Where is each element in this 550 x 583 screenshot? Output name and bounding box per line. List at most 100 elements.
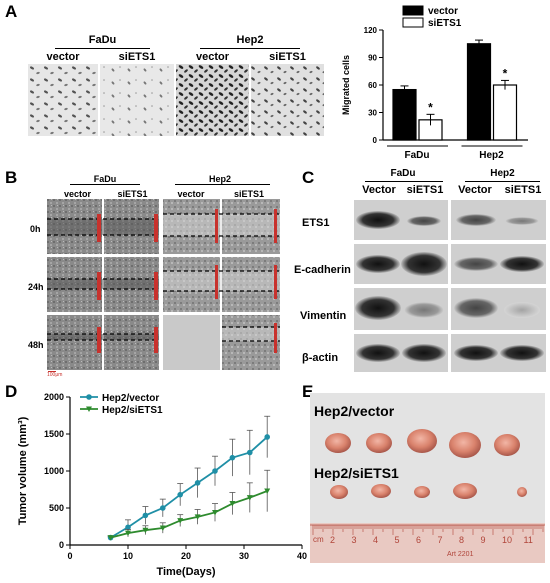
micrograph-hep2-siets1 bbox=[251, 64, 324, 136]
line-point bbox=[107, 535, 114, 541]
line-x-tick-label: 40 bbox=[297, 551, 307, 561]
ruler-number: 7 bbox=[437, 535, 443, 545]
micrograph-fadu-vector bbox=[28, 64, 98, 136]
panel-b-col-vector-2: vector bbox=[177, 189, 205, 199]
panel-a-group-fadu: FaDu bbox=[88, 34, 117, 46]
bar-legend-label: siETS1 bbox=[428, 18, 462, 29]
line-x-tick-label: 20 bbox=[181, 551, 191, 561]
protein-label-ets1: ETS1 bbox=[302, 217, 330, 229]
panel-b-group-fadu: FaDu bbox=[93, 174, 117, 184]
micrograph-hep2-vector bbox=[176, 64, 249, 136]
panel-c-col-siets1-1: siETS1 bbox=[406, 184, 444, 196]
panel-a-col-vector-2: vector bbox=[195, 51, 230, 63]
line-point bbox=[247, 449, 253, 456]
protein-label-beta-actin: β-actin bbox=[302, 352, 339, 364]
line-point bbox=[229, 501, 236, 507]
panel-a-micrographs bbox=[28, 64, 324, 136]
line-legend-marker bbox=[86, 406, 92, 412]
line-y-tick-label: 1500 bbox=[44, 429, 64, 439]
panel-label-e: E bbox=[302, 382, 314, 401]
line-point bbox=[125, 524, 131, 531]
bar-category-label: FaDu bbox=[405, 150, 430, 161]
ruler-text: Art 2201 bbox=[447, 551, 474, 558]
bar-y-tick-label: 120 bbox=[364, 26, 378, 35]
ruler-number: 10 bbox=[502, 535, 513, 545]
panel-a-col-vector-1: vector bbox=[46, 51, 80, 63]
panel-b-row-0h: 0h bbox=[30, 224, 41, 234]
panel-b-col-siets1-2: siETS1 bbox=[233, 189, 264, 199]
panel-a-group-hep2: Hep2 bbox=[236, 34, 264, 46]
line-y-tick-label: 0 bbox=[59, 540, 64, 550]
ruler-number: 11 bbox=[523, 535, 533, 545]
panel-c-col-vector-2: Vector bbox=[458, 184, 492, 196]
panel-c-group-fadu: FaDu bbox=[390, 168, 416, 179]
line-point bbox=[177, 491, 183, 498]
line-x-tick-label: 0 bbox=[67, 551, 72, 561]
line-series-Hep2/vector bbox=[110, 436, 268, 539]
panel-a-migration-chart: 0 30 60 90 120 Migrated cells * FaDu * Hep2 vector… bbox=[341, 5, 528, 161]
bar-y-tick-label: 90 bbox=[368, 54, 377, 63]
ruler-number: 6 bbox=[416, 535, 422, 545]
line-point bbox=[229, 454, 236, 461]
tumor-specimens bbox=[325, 429, 527, 499]
panel-b-col-vector-1: vector bbox=[63, 189, 91, 199]
line-y-tick-label: 2000 bbox=[44, 392, 64, 402]
bar-legend-swatch bbox=[402, 17, 424, 28]
micrograph-fadu-siets1 bbox=[100, 64, 174, 136]
panel-label-d: D bbox=[5, 382, 18, 401]
bar-legend-swatch bbox=[402, 5, 424, 16]
ruler-number: 8 bbox=[459, 535, 465, 545]
protein-label-vimentin: Vimentin bbox=[300, 310, 347, 322]
ruler-number: 4 bbox=[373, 535, 379, 545]
panel-label-a: A bbox=[5, 2, 18, 21]
panel-c-col-siets1-2: siETS1 bbox=[504, 184, 542, 196]
line-y-tick-label: 1000 bbox=[44, 466, 64, 476]
panel-e-tumor-photo: Hep2/vector Hep2/siETS1 cm 2 3 4 5 6 7 8 9 10 bbox=[310, 393, 545, 563]
bar-significance-star: * bbox=[503, 66, 508, 80]
bar-y-tick-label: 60 bbox=[368, 81, 377, 90]
panel-c-hep2-bracket bbox=[465, 181, 540, 182]
panel-e-label-vector: Hep2/vector bbox=[314, 403, 395, 419]
panel-b-fadu-bracket bbox=[70, 184, 140, 185]
panel-c-fadu-bracket bbox=[365, 181, 443, 182]
bar-y-tick-label: 0 bbox=[373, 136, 378, 145]
panel-c-group-hep2: Hep2 bbox=[490, 168, 515, 179]
line-x-tick-label: 10 bbox=[123, 551, 133, 561]
panel-label-b: B bbox=[5, 168, 18, 187]
ruler-number: 9 bbox=[480, 535, 486, 545]
bar-y-axis-label: Migrated cells bbox=[341, 55, 351, 115]
panel-b-hep2-bracket bbox=[175, 184, 270, 185]
panel-a-col-siets1-2: siETS1 bbox=[269, 51, 306, 63]
bar-significance-star: * bbox=[428, 100, 433, 114]
panel-c-western-blots bbox=[354, 200, 546, 372]
line-series-Hep2/siETS1 bbox=[110, 490, 268, 539]
line-point bbox=[212, 468, 218, 474]
line-point bbox=[212, 509, 218, 516]
bar-y-tick-label: 30 bbox=[368, 109, 377, 118]
panel-a-fadu-bracket bbox=[55, 48, 150, 49]
line-point bbox=[160, 505, 166, 511]
line-point bbox=[264, 488, 271, 494]
line-point bbox=[159, 525, 166, 531]
ruler-unit: cm bbox=[313, 535, 324, 544]
panel-c-col-vector-1: Vector bbox=[362, 184, 396, 196]
line-point bbox=[125, 530, 131, 537]
bar-vector-FaDu bbox=[392, 88, 417, 141]
bar-siETS1-Hep2 bbox=[492, 84, 518, 141]
line-x-tick-label: 30 bbox=[239, 551, 249, 561]
line-y-tick-label: 500 bbox=[49, 503, 64, 513]
line-x-axis-label: Time(Days) bbox=[156, 566, 215, 578]
line-point bbox=[264, 434, 271, 440]
panel-label-c: C bbox=[302, 168, 315, 187]
bar-vector-Hep2 bbox=[466, 43, 492, 141]
ruler: cm 2 3 4 5 6 7 8 9 10 11 Art 2201 bbox=[310, 523, 545, 563]
line-legend-label: Hep2/siETS1 bbox=[102, 405, 163, 416]
panel-b-col-siets1-1: siETS1 bbox=[117, 189, 148, 199]
panel-e-label-siets1: Hep2/siETS1 bbox=[314, 465, 399, 481]
bar-category-label: Hep2 bbox=[479, 150, 504, 161]
ruler-number: 3 bbox=[351, 535, 357, 545]
protein-label-e-cadherin: E-cadherin bbox=[294, 264, 351, 276]
line-point bbox=[194, 514, 201, 520]
panel-b-scale-bar bbox=[48, 371, 56, 372]
line-point bbox=[142, 527, 149, 534]
